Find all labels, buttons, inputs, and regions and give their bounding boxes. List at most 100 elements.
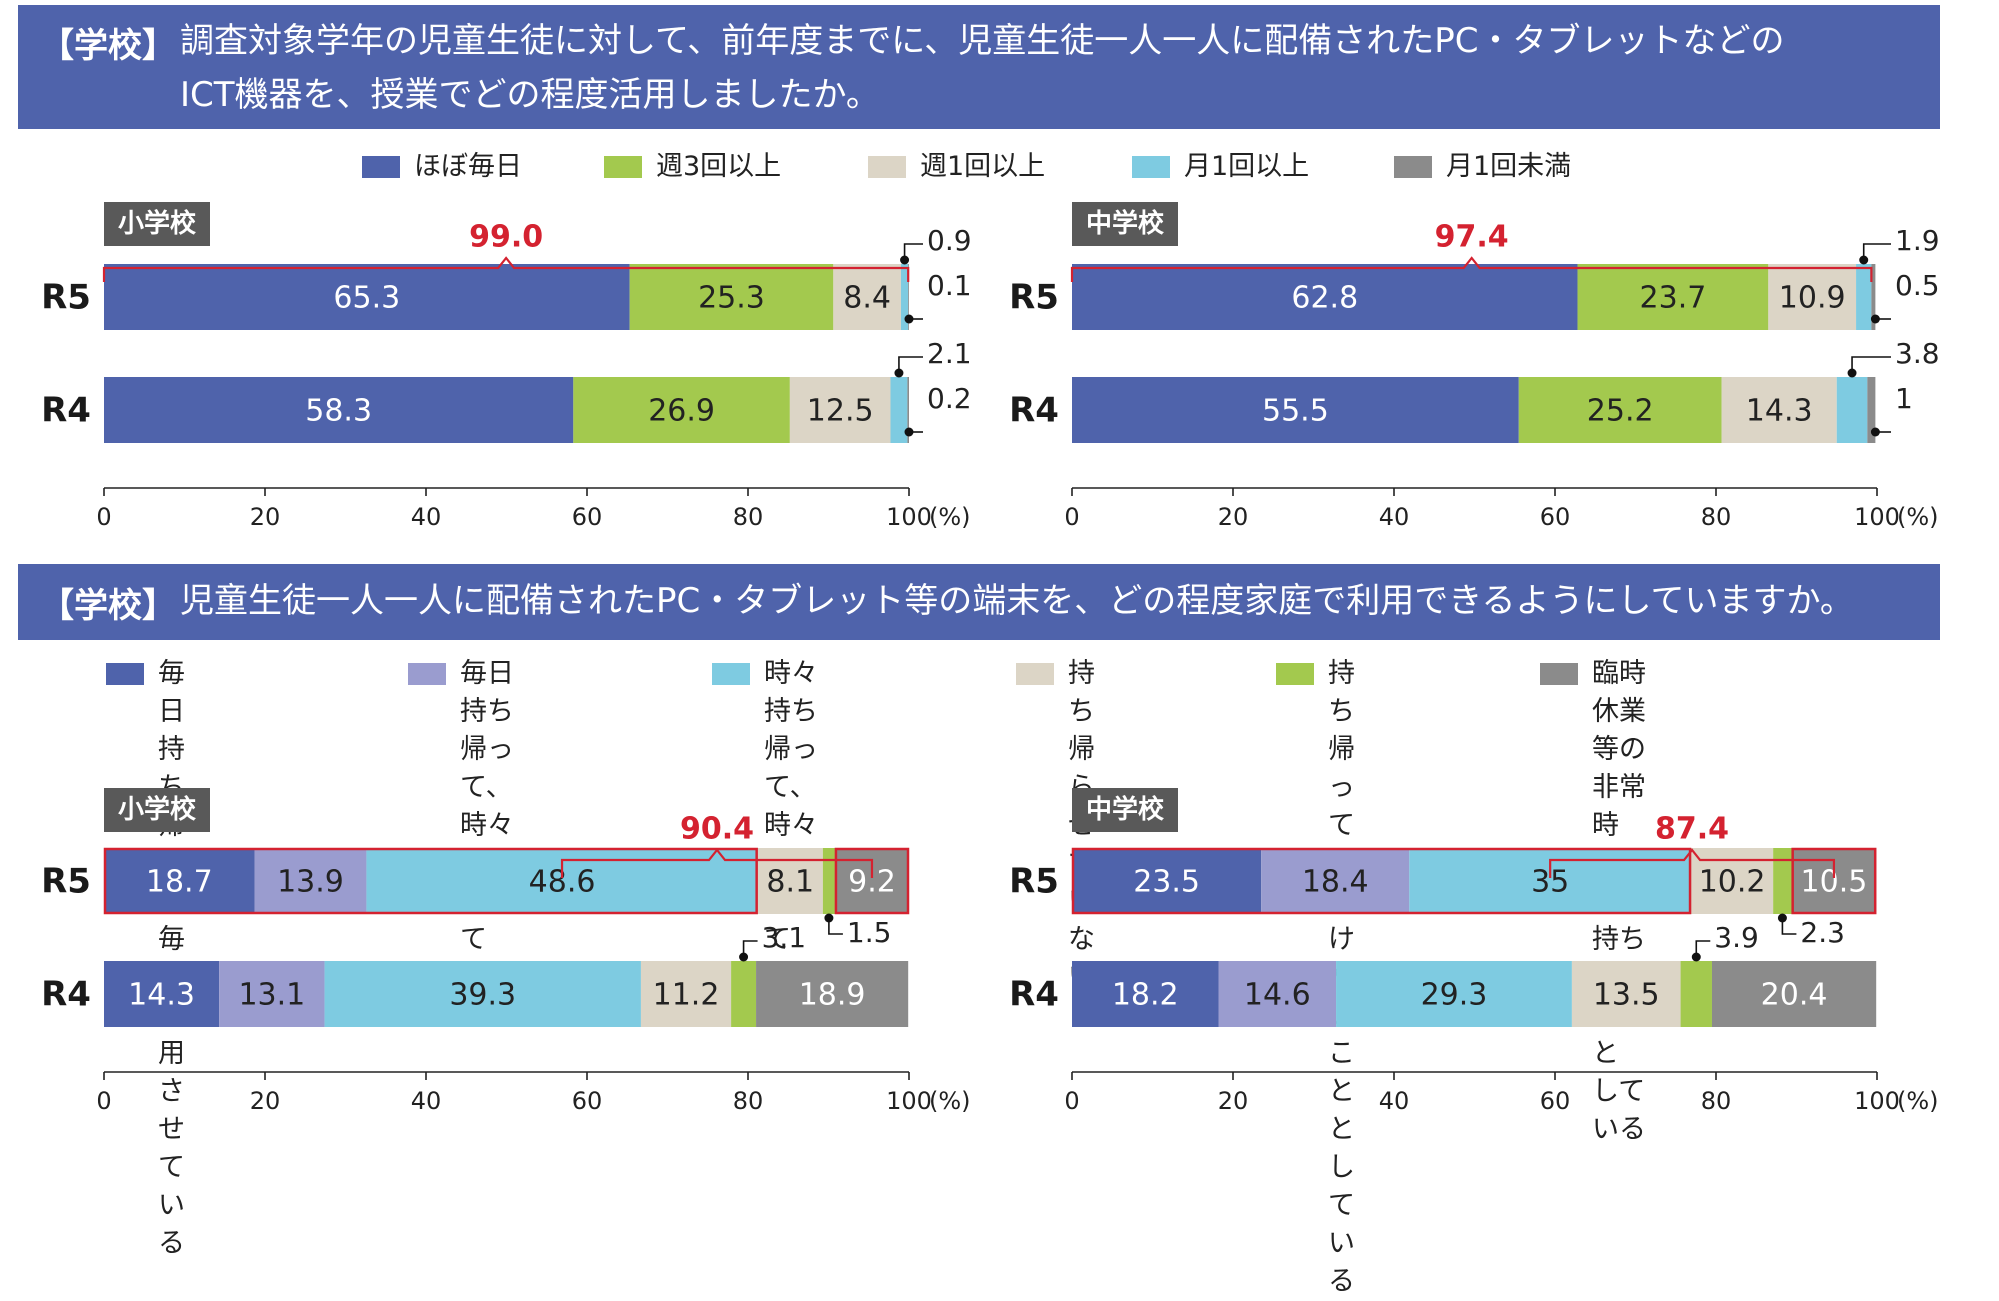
bar-segment	[890, 377, 908, 443]
legend-swatch	[868, 156, 906, 178]
x-tick-label: 100	[1854, 503, 1900, 531]
unit-label: (%)	[1897, 503, 1939, 531]
callout-line	[1781, 918, 1797, 935]
data-label: 18.2	[1112, 978, 1179, 1013]
section-box-junior-2: 中学校	[1072, 788, 1179, 832]
unit-label: (%)	[1897, 1087, 1939, 1112]
bar-segment	[1680, 961, 1712, 1027]
total-label: 90.4	[680, 812, 754, 847]
data-label: 8.1	[766, 865, 814, 900]
question-line-1: 調査対象学年の児童生徒に対して、前年度までに、児童生徒一人一人に配備されたPC・…	[180, 21, 1785, 61]
category-label: R5	[41, 862, 91, 902]
legend-swatch	[1016, 663, 1054, 685]
x-tick-label: 20	[1218, 1087, 1249, 1112]
data-label: 14.3	[128, 978, 195, 1013]
x-tick-label: 100	[1854, 1087, 1900, 1112]
callout-line	[828, 918, 843, 935]
data-label: 65.3	[333, 281, 400, 316]
bar-segment	[104, 961, 220, 1027]
highlight-box	[1791, 847, 1877, 915]
bar-segment	[1218, 961, 1337, 1027]
total-label: 99.0	[469, 220, 543, 255]
callout-line	[1862, 243, 1891, 260]
bar-segment	[1768, 264, 1857, 330]
category-label: R4	[41, 975, 91, 1015]
bar-segment	[1518, 377, 1722, 443]
bar-segment	[1721, 377, 1837, 443]
bar-segment	[1856, 264, 1872, 330]
highlight-box	[103, 847, 758, 915]
question-banner-2: 【学校】 児童生徒一人一人に配備されたPC・タブレット等の端末を、どの程度家庭で…	[18, 564, 1940, 640]
x-tick-label: 60	[572, 503, 603, 531]
data-label: 14.3	[1746, 394, 1813, 429]
legend-swatch	[1132, 156, 1170, 178]
data-label: 10.9	[1779, 281, 1846, 316]
x-tick-label: 0	[1064, 1087, 1079, 1112]
bar-segment	[833, 264, 901, 330]
callout-label: 0.1	[927, 269, 972, 302]
x-tick-label: 20	[250, 1087, 281, 1112]
total-bracket	[1070, 256, 1873, 282]
question-banner-1: 【学校】 調査対象学年の児童生徒に対して、前年度までに、児童生徒一人一人に配備さ…	[18, 5, 1940, 129]
category-label: R5	[41, 278, 91, 318]
category-label: R4	[1009, 975, 1059, 1015]
x-tick-label: 40	[411, 503, 442, 531]
callout-label: 1.9	[1895, 224, 1940, 257]
data-label: 58.3	[305, 394, 372, 429]
category-label: R5	[1009, 278, 1059, 318]
data-label: 25.2	[1587, 394, 1654, 429]
total-bracket	[102, 256, 910, 282]
x-tick-label: 0	[96, 1087, 111, 1112]
callout-label: 3.9	[1714, 921, 1759, 954]
data-label: 18.9	[799, 978, 866, 1013]
callout-label: 3.1	[762, 921, 807, 954]
legend-label: 週3回以上	[656, 151, 782, 182]
legend-label: ほぼ毎日	[414, 151, 522, 182]
data-label: 13.1	[238, 978, 305, 1013]
bar-segment	[104, 264, 630, 330]
question-line-2: ICT機器を、授業でどの程度活用しましたか。	[180, 75, 880, 115]
legend-swatch	[106, 663, 144, 685]
data-label: 11.2	[653, 978, 720, 1013]
x-tick-label: 80	[733, 1087, 764, 1112]
banner-label-1: 【学校】	[40, 26, 176, 66]
x-tick-label: 40	[1379, 503, 1410, 531]
bar-segment	[219, 961, 325, 1027]
x-tick-label: 60	[1540, 1087, 1571, 1112]
callout-label: 2.1	[927, 337, 972, 370]
x-tick-label: 100	[886, 1087, 932, 1112]
data-label: 10.2	[1699, 865, 1766, 900]
bar-segment	[629, 264, 834, 330]
bar-segment	[900, 264, 909, 330]
bar-segment	[640, 961, 732, 1027]
data-label: 25.3	[698, 281, 765, 316]
x-tick-label: 0	[96, 503, 111, 531]
legend-label: 週1回以上	[920, 151, 1046, 182]
bar-segment	[822, 848, 835, 914]
x-tick-label: 0	[1064, 503, 1079, 531]
callout-line	[898, 356, 923, 373]
x-tick-label: 80	[1701, 1087, 1732, 1112]
bar-segment	[756, 961, 909, 1027]
bar-segment	[1072, 377, 1519, 443]
legend-swatch	[1540, 663, 1578, 685]
unit-label: (%)	[929, 1087, 971, 1112]
data-label: 29.3	[1421, 978, 1488, 1013]
x-tick-label: 80	[1701, 503, 1732, 531]
legend-swatch	[408, 663, 446, 685]
total-label: 97.4	[1435, 220, 1509, 255]
section-box-junior-1: 中学校	[1072, 202, 1179, 246]
bar-segment	[1261, 848, 1410, 914]
bar-segment	[908, 264, 909, 330]
highlight-box	[1071, 847, 1692, 915]
highlight-box	[834, 847, 910, 915]
legend-label: 月1回未満	[1446, 151, 1572, 182]
data-label: 55.5	[1262, 394, 1329, 429]
category-label: R4	[1009, 391, 1059, 431]
unit-label: (%)	[929, 503, 971, 531]
callout-label: 1.5	[847, 916, 892, 949]
data-label: 18.4	[1302, 865, 1369, 900]
bar-segment	[1072, 264, 1578, 330]
bar-segment	[104, 848, 255, 914]
data-label: 13.5	[1593, 978, 1660, 1013]
